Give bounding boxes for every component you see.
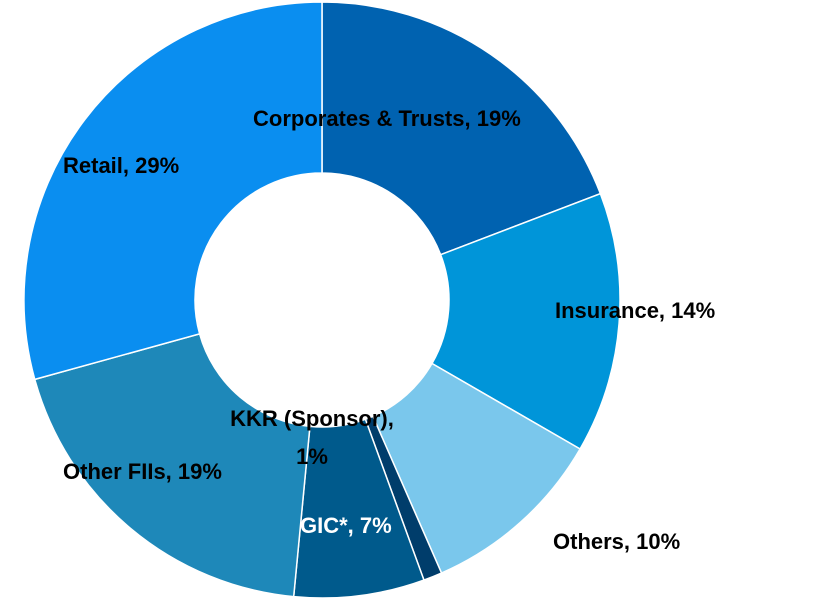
data-label: Insurance, 14% [555,298,715,323]
data-label-line: 1% [296,444,328,469]
slice [23,1,323,381]
data-label-line: Insurance, 14% [555,298,715,323]
data-label-line: GIC*, 7% [300,513,392,538]
data-label-line: Corporates & Trusts, 19% [253,106,521,131]
slice [33,332,311,598]
data-label-line: KKR (Sponsor), [230,406,394,431]
data-label-line: Other FIIs, 19% [63,459,222,484]
data-label-line: Retail, 29% [63,153,179,178]
slice [430,192,621,451]
data-label: KKR (Sponsor), 1% [230,406,394,469]
data-label: Retail, 29% [63,153,179,178]
data-label: Corporates & Trusts, 19% [253,106,521,131]
slice [371,362,582,574]
data-label: GIC*, 7% [300,513,392,538]
slice [321,1,602,256]
data-label: Others, 10% [553,529,680,554]
data-label-line: Others, 10% [553,529,680,554]
data-label: Other FIIs, 19% [63,459,222,484]
